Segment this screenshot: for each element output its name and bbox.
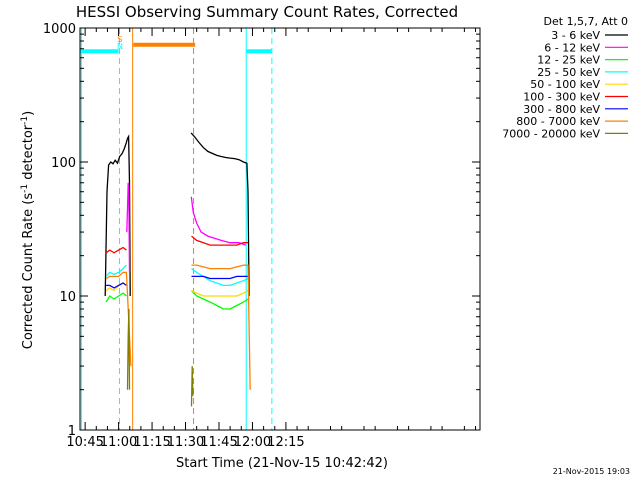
x-axis-label: Start Time (21-Nov-15 10:42:42)	[176, 456, 388, 471]
plot-frame	[79, 27, 481, 431]
series-25-50-kev-line-1	[191, 268, 249, 287]
flag-label-s: S	[117, 35, 122, 44]
timestamp: 21-Nov-2015 19:03	[553, 467, 630, 476]
series-100-300-kev-line-1	[191, 235, 248, 246]
series-12-25-kev-line-1	[191, 290, 249, 310]
flag-label-n: N	[117, 42, 123, 51]
series-800-7000-kev-line-1	[191, 264, 251, 390]
series-3-6-kev-line-1	[190, 132, 250, 297]
x-tick-label-2: 11:15	[133, 435, 170, 450]
chart-title: HESSI Observing Summary Count Rates, Cor…	[76, 3, 458, 21]
y-tick-label-0: 1	[68, 424, 76, 439]
series-50-100-kev-line-1	[191, 289, 249, 297]
legend-label-2: 12 - 25 keV	[537, 54, 600, 67]
series-100-300-kev-line-0	[105, 246, 127, 254]
x-tick-label-0: 10:45	[66, 435, 103, 450]
x-tick-label-5: 12:00	[234, 435, 271, 450]
series-300-800-kev-line-1	[191, 275, 248, 280]
legend-label-4: 50 - 100 keV	[530, 78, 600, 91]
series-12-25-kev-line-0	[105, 292, 127, 303]
series-6-12-kev-line-1	[190, 196, 247, 246]
series-3-6-kev-line-0	[104, 134, 131, 297]
legend-label-3: 25 - 50 keV	[537, 66, 600, 79]
series-25-50-kev-line-0	[105, 264, 127, 277]
series-7000-20000-kev-line-0	[126, 308, 131, 390]
y-tick-label-3: 1000	[43, 22, 76, 37]
series-800-7000-kev-line-0	[105, 271, 132, 367]
legend-label-6: 300 - 800 keV	[523, 103, 600, 116]
x-tick-label-4: 11:45	[200, 435, 237, 450]
series-7000-20000-kev-line-1	[190, 366, 194, 407]
legend-label-5: 100 - 300 keV	[523, 91, 600, 104]
legend-label-8: 7000 - 20000 keV	[502, 127, 600, 140]
x-tick-label-1: 11:00	[100, 435, 137, 450]
y-tick-label-1: 10	[59, 290, 76, 305]
legend-label-7: 800 - 7000 keV	[516, 115, 600, 128]
legend-label-0: 3 - 6 keV	[551, 29, 600, 42]
legend-label-1: 6 - 12 keV	[544, 41, 600, 54]
legend-title: Det 1,5,7, Att 0	[544, 15, 628, 28]
y-axis-label: Corrected Count Rate (s-1 detector-1)	[20, 111, 36, 349]
x-tick-label-3: 11:30	[167, 435, 204, 450]
series-6-12-kev-line-0	[126, 182, 131, 273]
series-300-800-kev-line-0	[106, 282, 127, 289]
y-tick-label-2: 100	[51, 156, 76, 171]
x-tick-label-6: 12:15	[267, 435, 304, 450]
plot-area: SN	[80, 28, 273, 430]
